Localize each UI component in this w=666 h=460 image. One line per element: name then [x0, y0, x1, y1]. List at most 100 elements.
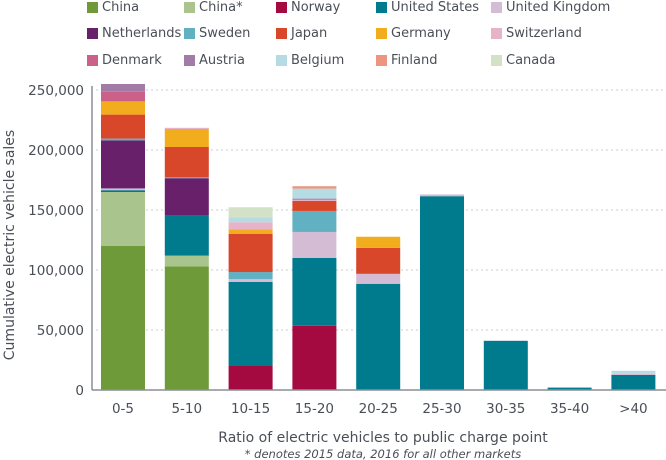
- legend-label: Germany: [391, 26, 451, 41]
- bar-segment-switzerland: [228, 222, 273, 230]
- bar-group-25-30: [420, 194, 464, 390]
- bar-segment-canada: [228, 207, 273, 218]
- bar-segment-united-states: [164, 215, 209, 256]
- bar-group-over-40: [611, 370, 656, 390]
- legend-item-germany: Germany: [376, 26, 451, 41]
- legend-swatch: [276, 55, 287, 66]
- legend-swatch: [491, 28, 502, 39]
- bar-segment-netherlands: [164, 178, 209, 216]
- legend-label: Switzerland: [506, 26, 582, 41]
- bar-group-5-10: [164, 127, 209, 390]
- bar-segment-belgium: [228, 217, 273, 223]
- bar-segment-germany: [164, 129, 209, 147]
- legend-swatch: [376, 2, 387, 13]
- legend-item-denmark: Denmark: [87, 53, 162, 68]
- legend-swatch: [491, 2, 502, 13]
- y-tick-label: 50,000: [37, 323, 84, 339]
- legend-swatch: [376, 28, 387, 39]
- y-tick-label: 150,000: [28, 203, 84, 219]
- chart-legend: China China* Norway United States United Kin…: [70, 0, 666, 72]
- bar-segment-united-states: [420, 196, 464, 390]
- legend-swatch: [276, 2, 287, 13]
- x-axis-title: Ratio of electric vehicles to public cha…: [218, 430, 548, 446]
- legend-label: Denmark: [102, 53, 162, 68]
- bar-segment-norway: [292, 325, 337, 390]
- bar-segment-united-kingdom: [356, 273, 401, 284]
- legend-item-united-kingdom: United Kingdom: [491, 0, 610, 15]
- footnote: * denotes 2015 data, 2016 for all other …: [245, 447, 521, 460]
- bar-segment-united-states: [292, 258, 337, 326]
- bar-segment-germany: [101, 101, 145, 115]
- bar-segment-japan: [356, 247, 401, 274]
- bar-segment-united-states: [228, 282, 273, 366]
- bar-segment-switzerland: [164, 127, 209, 129]
- legend-item-china: China: [87, 0, 139, 15]
- bar-segment-switzerland: [292, 199, 337, 201]
- legend-item-austria: Austria: [184, 53, 245, 68]
- bar-segment-united-kingdom: [292, 231, 337, 258]
- legend-label: Netherlands: [102, 26, 182, 41]
- bar-segment-united-kingdom: [420, 194, 464, 197]
- x-tick-label: 10-15: [231, 401, 270, 417]
- legend-label: Belgium: [291, 53, 345, 68]
- bar-segment-sweden: [101, 138, 145, 141]
- x-tick-label: 20-25: [359, 401, 398, 417]
- x-tick-label: 5-10: [171, 401, 202, 417]
- legend-item-netherlands: Netherlands: [87, 26, 181, 41]
- legend-swatch: [276, 28, 287, 39]
- bar-segment-united-kingdom: [611, 373, 656, 375]
- y-axis: 0 50,000 100,000 150,000 200,000 250,000: [28, 83, 93, 399]
- bar-segment-norway: [228, 366, 273, 390]
- bar-segment-japan: [164, 147, 209, 177]
- x-tick-label: 0-5: [112, 401, 134, 417]
- bar-segment-united-states: [547, 387, 592, 390]
- legend-label: China: [102, 0, 140, 15]
- bar-group-30-35: [483, 340, 528, 390]
- legend-label: Norway: [291, 0, 341, 15]
- bar-segment-united-states: [101, 190, 145, 192]
- x-tick-label: >40: [619, 401, 648, 417]
- legend-item-finland: Finland: [376, 53, 437, 68]
- bar-segment-sweden: [164, 177, 209, 179]
- bar-segment-netherlands: [101, 140, 145, 189]
- bar-segment-united-kingdom: [228, 279, 273, 282]
- legend-swatch: [184, 2, 195, 13]
- legend-item-china-2015: China*: [184, 0, 243, 15]
- bar-segment-sweden: [228, 272, 273, 279]
- bar-segment-finland: [292, 186, 337, 189]
- x-tick-label: 35-40: [550, 401, 589, 417]
- bar-segment-japan: [228, 234, 273, 273]
- bar-segment-united-states: [611, 375, 656, 390]
- legend-label: Japan: [291, 26, 328, 41]
- legend-swatch: [491, 55, 502, 66]
- bar-segment-united-kingdom: [101, 188, 145, 191]
- legend-swatch: [184, 55, 195, 66]
- legend-label: United Kingdom: [506, 0, 611, 15]
- bar-group-35-40: [547, 387, 592, 390]
- bar-segment-germany: [228, 229, 273, 234]
- x-tick-label: 30-35: [486, 401, 525, 417]
- bar-segment-austria: [101, 84, 145, 92]
- bar-segment-china-2015: [164, 255, 209, 267]
- bar-segment-china: [101, 246, 145, 390]
- bar-segment-china: [164, 266, 209, 390]
- bar-segment-united-states: [356, 283, 401, 390]
- legend-swatch: [87, 2, 98, 13]
- bar-segment-japan: [292, 201, 337, 211]
- bar-group-15-20: [292, 186, 337, 390]
- bar-segment-germany: [356, 236, 401, 248]
- legend-label: Sweden: [199, 26, 251, 41]
- legend-swatch: [376, 55, 387, 66]
- legend-swatch: [184, 28, 195, 39]
- bar-segment-sweden: [292, 210, 337, 232]
- y-tick-label: 0: [75, 383, 84, 399]
- legend-item-sweden: Sweden: [184, 26, 250, 41]
- bar-segment-belgium: [292, 188, 337, 199]
- legend-item-canada: Canada: [491, 53, 555, 68]
- legend-label: Finland: [391, 53, 438, 68]
- legend-label: Canada: [506, 53, 556, 68]
- bar-segment-united-states: [483, 340, 528, 390]
- legend-label: United States: [391, 0, 480, 15]
- legend-item-switzerland: Switzerland: [491, 26, 582, 41]
